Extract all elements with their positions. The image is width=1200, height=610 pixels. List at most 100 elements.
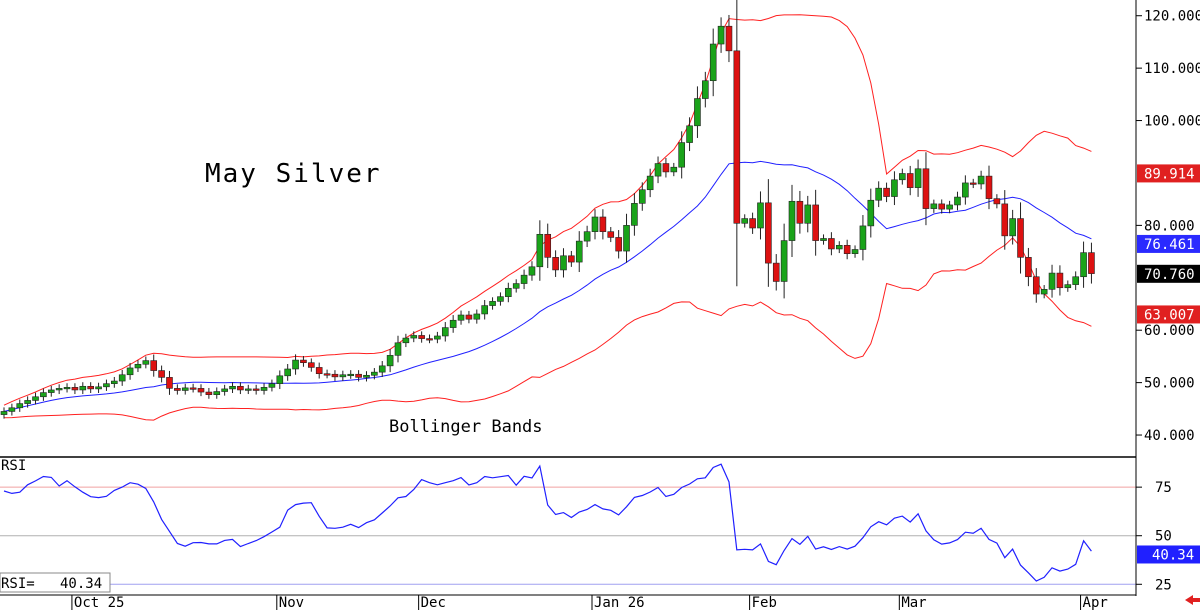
- candle-body: [954, 196, 961, 206]
- candle-body: [709, 43, 717, 82]
- rsi-last-box: [1137, 545, 1200, 564]
- candle-body: [1064, 284, 1072, 289]
- candle-body: [8, 407, 16, 412]
- candle-body: [1088, 252, 1095, 274]
- candle-body: [197, 388, 205, 393]
- rsi-title: RSI: [1, 458, 26, 474]
- candle-body: [134, 363, 142, 369]
- candle-body: [536, 233, 544, 268]
- candle-body: [221, 388, 228, 392]
- candle-body: [520, 274, 528, 284]
- candle-body: [607, 231, 615, 238]
- candle-body: [158, 370, 165, 378]
- candle-body: [252, 388, 260, 391]
- candle-body: [244, 388, 252, 391]
- month-label: Dec: [421, 595, 446, 610]
- candle-body: [1025, 257, 1032, 278]
- candle-body: [71, 387, 79, 391]
- candle-body: [544, 233, 552, 258]
- month-label: Feb: [752, 595, 777, 610]
- rsi-readout-label: RSI=: [1, 576, 35, 592]
- candle-body: [276, 375, 284, 384]
- candle-body: [962, 182, 969, 198]
- candle-body: [449, 319, 457, 328]
- candle-body: [741, 218, 749, 224]
- candle-body: [386, 355, 394, 367]
- upper-band-line: [3, 14, 1092, 406]
- candle-body: [16, 403, 24, 409]
- candle-body: [867, 199, 875, 227]
- candle-body: [993, 198, 1001, 205]
- candle-body: [859, 225, 867, 250]
- candle-body: [938, 203, 946, 210]
- rsi-line: [3, 463, 1092, 582]
- rsi-readout-box: [0, 572, 111, 593]
- price-tick-label: 60.000: [1144, 323, 1195, 339]
- price-label-box: [1137, 264, 1200, 283]
- candle-body: [63, 387, 71, 390]
- rsi-axis: 75 50 25 40.34: [1136, 480, 1200, 593]
- price-tick-label: 50.000: [1144, 376, 1195, 392]
- candles: [0, 0, 1095, 419]
- candle-body: [631, 203, 638, 226]
- candle-body: [339, 374, 347, 378]
- candle-body: [804, 204, 812, 224]
- month-label: Jan 26: [594, 595, 645, 610]
- candle-body: [1040, 289, 1048, 295]
- candle-body: [1017, 218, 1024, 258]
- candle-body: [229, 385, 236, 390]
- candle-body: [930, 203, 938, 209]
- month-label: Nov: [279, 595, 304, 610]
- candle-body: [843, 244, 851, 254]
- rsi-grid: [0, 486, 1136, 585]
- price-tick-label: 100.000: [1144, 114, 1200, 130]
- bands-annotation: Bollinger Bands: [389, 417, 543, 437]
- candle-body: [55, 388, 63, 391]
- price-label-text: 63.007: [1144, 307, 1195, 323]
- candle-body: [166, 377, 173, 389]
- candle-body: [315, 367, 323, 375]
- candle-body: [899, 173, 906, 181]
- candle-body: [505, 287, 512, 297]
- candle-body: [977, 175, 985, 185]
- rsi-tick-label: 25: [1155, 577, 1172, 593]
- candle-body: [623, 225, 630, 252]
- candle-body: [347, 373, 355, 377]
- candle-body: [111, 380, 118, 384]
- candle-body: [835, 244, 843, 250]
- price-label-text: 70.760: [1144, 267, 1195, 283]
- candle-body: [284, 368, 291, 377]
- candle-body: [749, 218, 756, 229]
- candle-body: [969, 182, 977, 185]
- candle-body: [985, 175, 993, 199]
- candle-body: [654, 163, 662, 177]
- scroll-arrow-icon[interactable]: [1185, 595, 1200, 605]
- candle-body: [323, 373, 331, 376]
- price-tick-label: 80.000: [1144, 218, 1195, 234]
- lower-band-line: [3, 237, 1092, 421]
- candle-body: [662, 163, 670, 173]
- candle-body: [434, 335, 441, 340]
- rsi-tick-label: 75: [1155, 480, 1172, 496]
- middle-band-line: [3, 160, 1092, 412]
- candle-body: [32, 396, 39, 401]
- candle-body: [126, 367, 134, 376]
- candle-body: [851, 249, 859, 254]
- candle-body: [47, 389, 55, 393]
- candle-body: [788, 200, 796, 241]
- candle-body: [40, 392, 47, 398]
- candle-body: [615, 237, 622, 252]
- candle-body: [914, 168, 922, 188]
- candle-body: [591, 216, 599, 232]
- candle-body: [575, 240, 583, 263]
- candle-body: [1072, 276, 1079, 285]
- candle-body: [268, 383, 276, 388]
- candle-body: [0, 411, 8, 415]
- candle-body: [560, 255, 567, 271]
- candle-body: [828, 238, 835, 250]
- x-axis: Oct 25 Nov Dec Jan 26 Feb Mar Apr: [71, 595, 1108, 610]
- price-label-text: 89.914: [1144, 166, 1195, 182]
- candle-body: [875, 187, 882, 201]
- candle-body: [79, 385, 87, 391]
- candle-body: [363, 374, 370, 378]
